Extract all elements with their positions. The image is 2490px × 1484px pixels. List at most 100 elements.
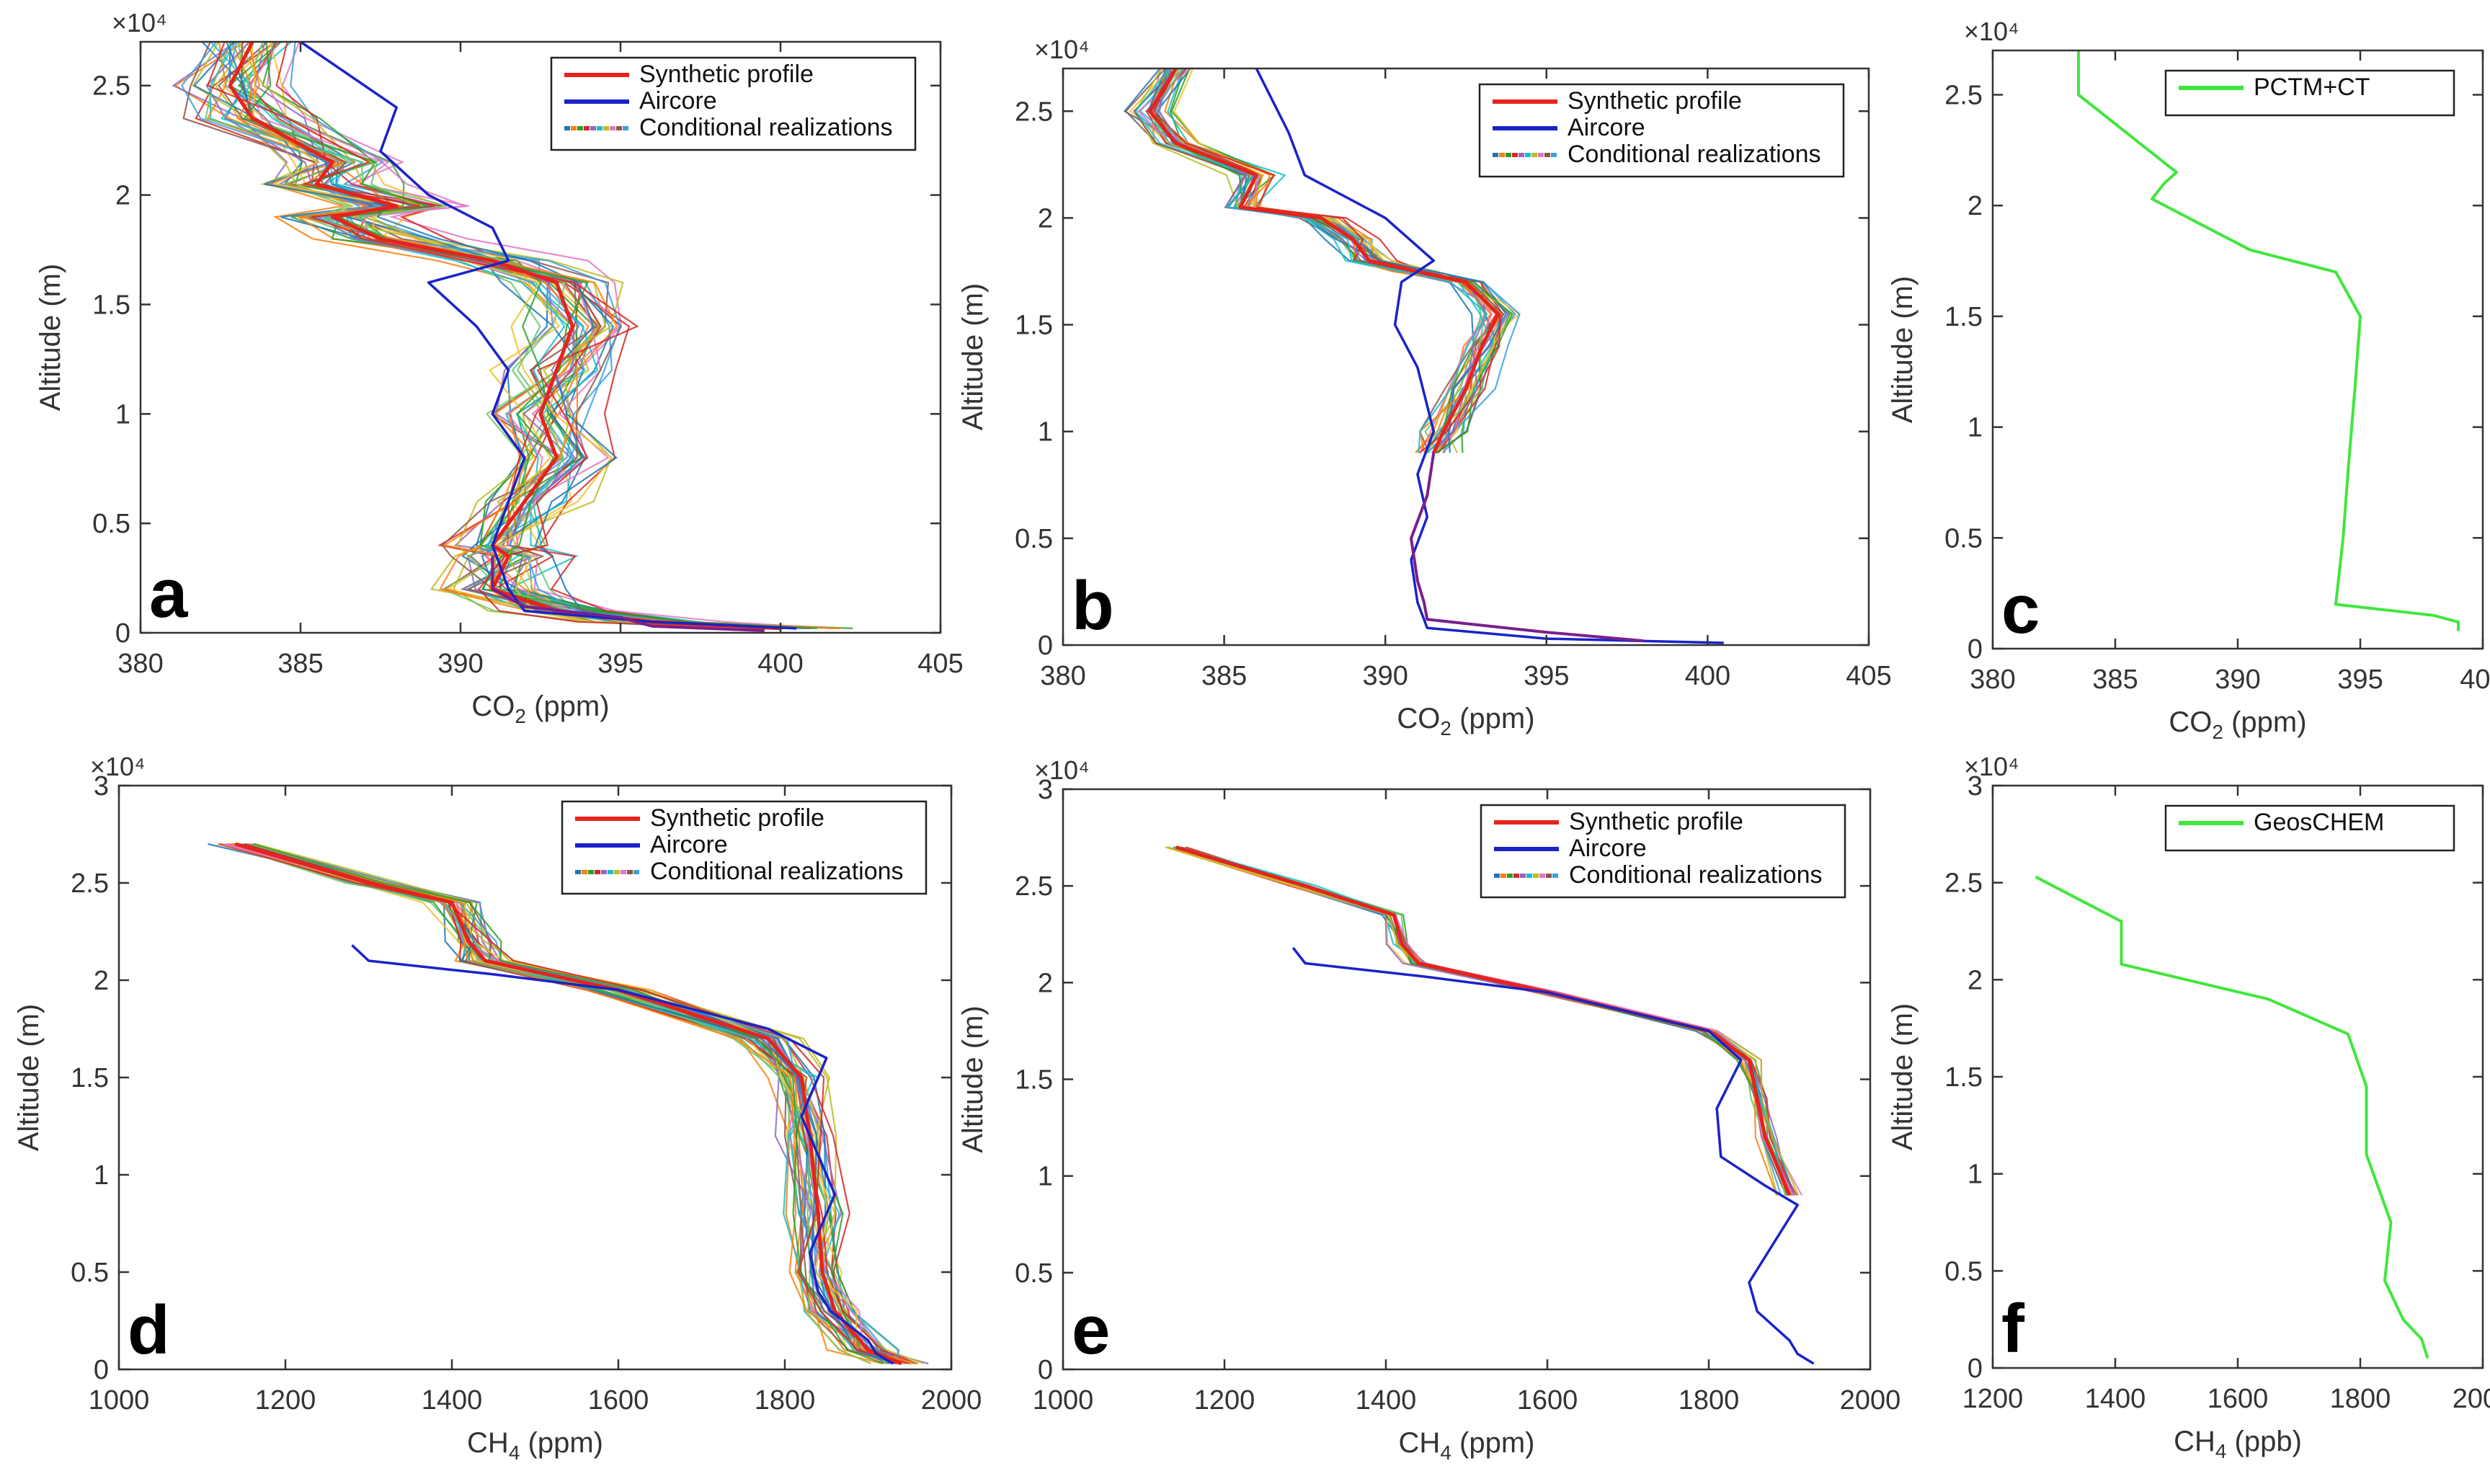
legend-label: GeosCHEM <box>2254 809 2384 836</box>
x-tick-label: 1400 <box>2085 1384 2146 1414</box>
y-tick-label: 0 <box>1967 634 1983 665</box>
x-tick-label: 395 <box>2337 665 2383 695</box>
x-tick-label: 1000 <box>1033 1385 1094 1416</box>
realization-line <box>221 42 792 629</box>
y-tick-label: 1.5 <box>1944 1062 1983 1093</box>
y-exponent-label: ×10⁴ <box>90 752 146 781</box>
x-tick-label: 1800 <box>755 1385 816 1416</box>
x-tick-label: 1600 <box>1517 1385 1578 1416</box>
y-tick-label: 3 <box>1967 771 1983 801</box>
y-tick-label: 1 <box>1967 413 1983 443</box>
y-tick-label: 1.5 <box>92 290 130 320</box>
y-tick-label: 1.5 <box>1015 311 1053 341</box>
panel-letter: e <box>1072 1292 1110 1369</box>
x-tick-label: 385 <box>2092 665 2138 695</box>
y-tick-label: 2 <box>1967 965 1983 995</box>
series-line-model <box>2077 50 2460 631</box>
y-tick-label: 3 <box>94 771 109 801</box>
x-tick-label: 1400 <box>1356 1385 1417 1416</box>
realization-line <box>206 42 841 629</box>
panel-c: 380 385 390 395 400 0 0.5 1 1.5 2 2.5 ×10⁴ CO2 (ppm)… <box>1887 17 2490 743</box>
y-axis-title: Altitude (m) <box>957 1005 989 1153</box>
panel-letter: b <box>1072 567 1114 644</box>
panel-letter: a <box>149 555 188 632</box>
y-tick-label: 1 <box>115 399 130 430</box>
realization-line <box>224 42 793 629</box>
legend-label: Synthetic profile <box>1568 87 1742 115</box>
panel-letter: c <box>2001 571 2040 648</box>
legend-frame <box>2164 69 2455 117</box>
y-tick-label: 2 <box>1038 968 1053 998</box>
panel-a: 380 385 390 395 400 405 0 0.5 1 1.5 2 2.5 ×10⁴ CO2 (p… <box>35 8 964 727</box>
realization-line <box>219 843 917 1364</box>
realization-line <box>182 42 762 629</box>
x-tick-label: 405 <box>1846 661 1891 691</box>
x-tick-label: 1600 <box>2207 1384 2269 1414</box>
legend-label: Synthetic profile <box>639 61 814 88</box>
x-axis-title: CO2 (ppm) <box>471 690 609 727</box>
x-tick-label: 380 <box>1970 665 2015 695</box>
y-axis-title: Altitude (m) <box>957 283 989 431</box>
x-tick-label: 1800 <box>2330 1384 2391 1414</box>
x-tick-label: 400 <box>2460 665 2490 695</box>
y-tick-label: 2 <box>1967 191 1983 221</box>
legend: PCTM+CT <box>2164 69 2455 117</box>
legend-label: PCTM+CT <box>2254 74 2370 101</box>
series-line-aircore <box>300 42 797 630</box>
x-tick-label: 1600 <box>588 1385 649 1416</box>
x-tick-label: 390 <box>437 649 483 679</box>
y-tick-label: 2.5 <box>1944 868 1983 899</box>
x-axis-title: CO2 (ppm) <box>2169 706 2306 743</box>
panel-letter: f <box>2001 1290 2025 1367</box>
x-tick-label: 385 <box>277 649 323 679</box>
y-exponent-label: ×10⁴ <box>112 8 167 37</box>
realization-line <box>251 42 760 629</box>
x-tick-label: 1200 <box>1962 1384 2024 1414</box>
realization-line <box>254 42 793 629</box>
x-tick-label: 1200 <box>255 1385 316 1416</box>
legend-label: Synthetic profile <box>650 804 824 832</box>
y-tick-label: 2.5 <box>71 868 109 899</box>
x-axis-title: CH4 (ppb) <box>2174 1426 2302 1462</box>
y-axis-title: Altitude (m) <box>35 264 66 412</box>
y-exponent-label: ×10⁴ <box>1964 17 2019 46</box>
y-tick-label: 0.5 <box>1015 1258 1053 1289</box>
realization-line <box>243 42 817 629</box>
y-tick-label: 3 <box>1038 775 1053 805</box>
plot-area <box>2035 875 2429 1359</box>
x-tick-label: 395 <box>597 649 643 679</box>
x-tick-label: 1200 <box>1194 1385 1255 1416</box>
series-line-aircore <box>1255 68 1724 644</box>
y-axis-title: Altitude (m) <box>1887 276 1918 424</box>
y-tick-label: 0 <box>94 1355 109 1385</box>
y-tick-label: 0 <box>1038 1355 1053 1385</box>
x-tick-label: 2000 <box>2453 1384 2490 1414</box>
y-tick-label: 0.5 <box>1944 1256 1983 1287</box>
panel-d: 1000 1200 1400 1600 1800 2000 0 0.5 1 1.5 2 2.5 3×10… <box>13 752 982 1464</box>
plot-area <box>172 42 853 632</box>
y-tick-label: 0.5 <box>92 509 130 539</box>
y-tick-label: 2 <box>115 181 130 211</box>
legend-label: Conditional realizations <box>1568 141 1821 168</box>
realization-line <box>252 843 889 1364</box>
legend-label: Aircore <box>1569 835 1647 862</box>
legend-label: Aircore <box>1568 114 1645 141</box>
panel-b: 380 385 390 395 400 405 0 0.5 1 1.5 2 2.5 ×10⁴ CO2 (p… <box>957 35 1892 739</box>
y-tick-label: 0 <box>1967 1354 1983 1384</box>
plot-area <box>1165 845 1815 1365</box>
realization-line <box>275 42 785 629</box>
x-tick-label: 400 <box>1685 661 1730 691</box>
y-tick-label: 1 <box>1038 417 1053 448</box>
y-tick-label: 0.5 <box>1944 523 1983 554</box>
axes-frame <box>139 40 942 634</box>
x-axis-title: CH4 (ppm) <box>1399 1427 1535 1464</box>
y-tick-label: 0 <box>1038 631 1053 661</box>
y-tick-label: 1 <box>1038 1162 1053 1192</box>
panel-f: 1200 1400 1600 1800 2000 0 0.5 1 1.5 2 2.5 3×10⁴ CH4… <box>1887 752 2490 1462</box>
panel-letter: d <box>128 1292 170 1369</box>
axes-frame <box>1062 67 1870 647</box>
x-tick-label: 2000 <box>921 1385 982 1416</box>
